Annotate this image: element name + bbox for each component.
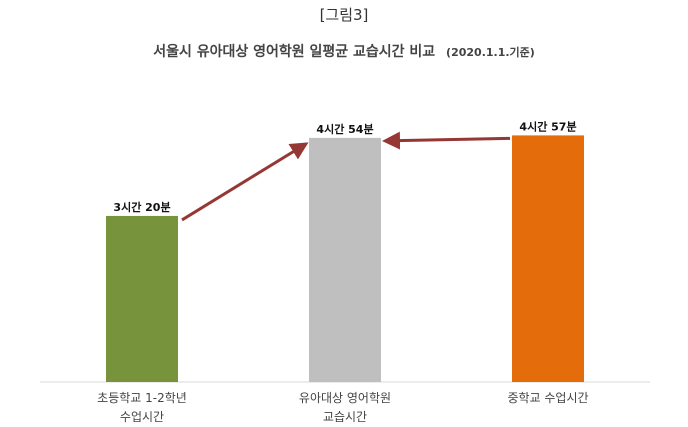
arrow-annotation-2 xyxy=(382,131,511,150)
x-tick-label-2-line-1: 유아대상 영어학원 xyxy=(299,391,391,405)
x-tick-label-3: 중학교 수업시간 xyxy=(507,391,588,405)
x-tick-label-1-line-2: 수업시간 xyxy=(120,410,164,424)
chart-subtitle: (2020.1.1.기준) xyxy=(446,46,535,59)
bar-1 xyxy=(106,215,178,382)
bar-2 xyxy=(309,137,381,382)
bar-3 xyxy=(512,135,584,382)
chart-title: 서울시 유아대상 영어학원 일평균 교습시간 비교 (2020.1.1.기준) xyxy=(0,41,688,61)
data-label-3: 4시간 57분 xyxy=(519,119,576,133)
figure-label: [그림3] xyxy=(319,6,369,24)
arrow-annotation-1 xyxy=(181,142,309,222)
data-label-1: 3시간 20분 xyxy=(113,200,170,214)
x-tick-label-1-line-1: 초등학교 1-2학년 xyxy=(97,391,187,405)
x-tick-label-2-line-2: 교습시간 xyxy=(323,410,367,424)
data-label-2: 4시간 54분 xyxy=(316,122,373,136)
chart-title-text: 서울시 유아대상 영어학원 일평균 교습시간 비교 xyxy=(153,44,436,60)
